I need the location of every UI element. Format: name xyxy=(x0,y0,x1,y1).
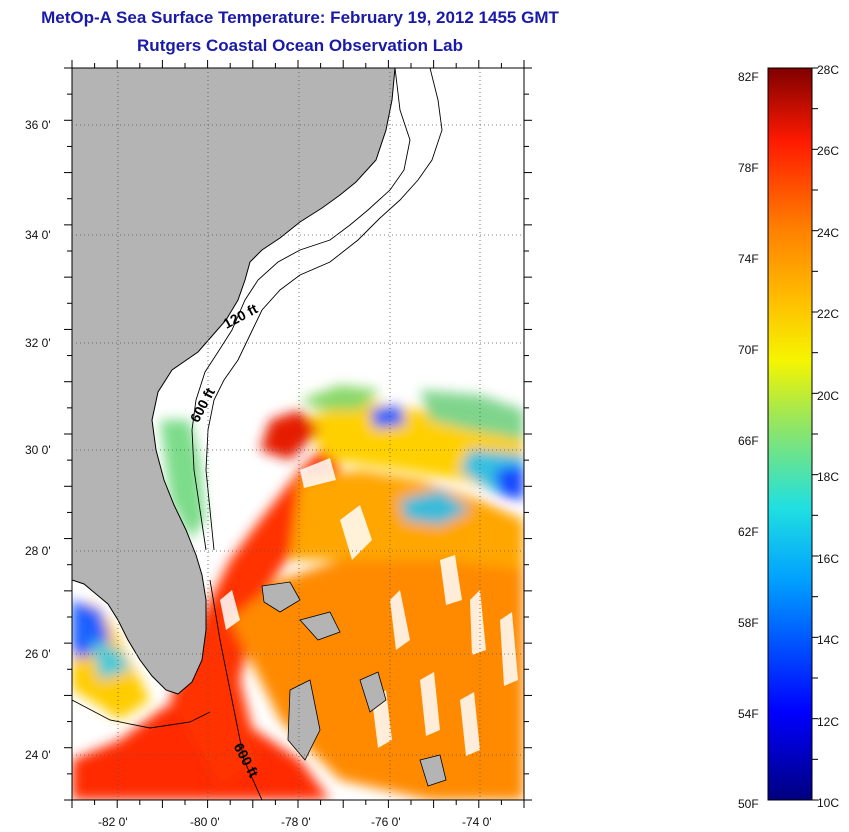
colorbar-f-label: 58F xyxy=(738,616,759,630)
colorbar-f-label: 74F xyxy=(738,252,759,266)
colorbar-f-label: 62F xyxy=(738,525,759,539)
lat-tick-label: 34 0' xyxy=(25,228,51,242)
colorbar-f-label: 54F xyxy=(738,707,759,721)
cloud-mask xyxy=(220,458,518,756)
colorbar-f-label: 78F xyxy=(738,161,759,175)
lat-tick-label: 32 0' xyxy=(25,336,51,350)
colorbar-f-label: 66F xyxy=(738,434,759,448)
colorbar-c-label: 20C xyxy=(817,389,840,403)
colorbar-c-label: 26C xyxy=(817,144,840,158)
map-subtitle: Rutgers Coastal Ocean Observation Lab xyxy=(137,36,463,55)
lon-tick-label: -74 0' xyxy=(462,815,492,829)
colorbar-ticks xyxy=(812,67,818,801)
lat-tick-label: 28 0' xyxy=(25,544,51,558)
lat-tick-label: 24 0' xyxy=(25,748,51,762)
contour-600ft xyxy=(205,68,443,551)
colorbar xyxy=(767,67,813,801)
lon-tick-label: -82 0' xyxy=(98,815,128,829)
lon-tick-label: -80 0' xyxy=(190,815,220,829)
colorbar-c-label: 18C xyxy=(817,470,840,484)
colorbar-c-label: 16C xyxy=(817,552,840,566)
lat-tick-label: 36 0' xyxy=(25,118,51,132)
sst-field xyxy=(72,385,524,800)
colorbar-f-label: 82F xyxy=(738,70,759,84)
bahamas-land xyxy=(261,581,447,787)
graticule xyxy=(72,68,524,800)
contour-120ft xyxy=(191,68,411,551)
colorbar-c-label: 28C xyxy=(817,63,840,77)
lat-tick-label: 26 0' xyxy=(25,647,51,661)
lon-tick-label: -76 0' xyxy=(371,815,401,829)
tick-marks xyxy=(64,60,532,808)
lon-tick-label: -78 0' xyxy=(281,815,311,829)
colorbar-f-label: 50F xyxy=(738,797,759,811)
colorbar-c-label: 24C xyxy=(817,226,840,240)
colorbar-c-label: 22C xyxy=(817,307,840,321)
colorbar-c-label: 10C xyxy=(817,796,840,810)
lat-tick-label: 30 0' xyxy=(25,443,51,457)
contour-keys xyxy=(72,699,211,729)
map-title: MetOp-A Sea Surface Temperature: Februar… xyxy=(41,8,559,27)
colorbar-f-label: 70F xyxy=(738,343,759,357)
colorbar-c-label: 14C xyxy=(817,633,840,647)
contour-600ft-south xyxy=(209,579,263,800)
colorbar-c-label: 12C xyxy=(817,715,840,729)
